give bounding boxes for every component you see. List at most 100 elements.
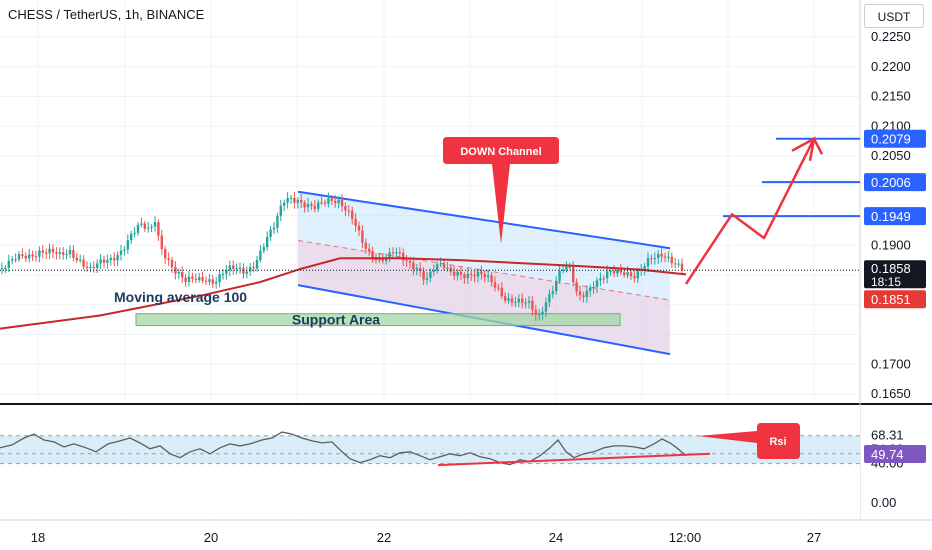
candle-body <box>429 271 432 278</box>
rsi-line <box>0 431 687 466</box>
candle-body <box>680 263 684 271</box>
candle-body <box>483 274 486 278</box>
candle-body <box>490 275 493 283</box>
candle-body <box>4 267 7 269</box>
target-price-tag <box>864 173 926 192</box>
candle-body <box>160 235 163 250</box>
candle-body <box>289 197 293 199</box>
candle-body <box>262 247 265 251</box>
candle-body <box>578 291 582 296</box>
candle-body <box>55 252 58 254</box>
candle-body <box>293 197 296 203</box>
candle-body <box>327 198 330 204</box>
candle-body <box>14 259 17 261</box>
candle-body <box>191 276 194 279</box>
candle-body <box>487 275 490 278</box>
candle-body <box>521 298 524 303</box>
candle-body <box>395 252 398 254</box>
candle-body <box>82 259 85 267</box>
currency-button[interactable]: USDT <box>864 4 924 28</box>
candle-body <box>177 271 180 274</box>
candle-body <box>674 263 677 265</box>
candle-body <box>456 271 459 276</box>
candle-body <box>361 230 364 243</box>
candle-body <box>415 268 418 270</box>
candle-body <box>340 199 344 207</box>
candle-body <box>572 266 575 283</box>
candle-body <box>558 271 561 281</box>
candle-body <box>381 257 384 262</box>
candle-body <box>167 258 170 260</box>
candle-body <box>126 240 129 250</box>
candle-body <box>510 298 514 303</box>
candle-body <box>548 294 551 303</box>
candle-body <box>657 253 660 259</box>
candle-body <box>89 266 92 268</box>
candle-body <box>364 242 367 249</box>
current-price-label: 0.1858 <box>871 261 911 276</box>
candle-body <box>153 222 157 227</box>
candle-body <box>351 210 354 219</box>
candle-body <box>235 268 238 270</box>
candle-body <box>446 267 449 269</box>
candle-body <box>283 202 286 206</box>
candle-body <box>7 260 10 268</box>
candle-body <box>133 232 136 234</box>
time-tick-label: 12:00 <box>669 530 702 545</box>
candle-body <box>582 295 585 298</box>
candle-body <box>113 257 116 261</box>
candle-body <box>286 198 289 203</box>
candle-body <box>633 276 636 279</box>
candle-body <box>323 202 327 204</box>
countdown-label: 18:15 <box>871 275 901 289</box>
candle-body <box>164 249 167 259</box>
candle-body <box>677 263 680 265</box>
candle-body <box>589 287 592 291</box>
candle-body <box>255 260 259 269</box>
candle-body <box>419 268 422 271</box>
candle-body <box>249 267 252 272</box>
candle-body <box>609 270 612 272</box>
candle-body <box>184 277 187 282</box>
price-tick-label: 0.1700 <box>871 356 911 371</box>
candle-body <box>238 267 242 269</box>
candle-body <box>670 256 673 264</box>
candle-body <box>629 272 633 277</box>
candle-body <box>38 250 41 257</box>
ma-line <box>0 257 687 330</box>
candle-body <box>34 256 38 258</box>
candle-body <box>623 272 626 276</box>
candle-body <box>62 252 65 255</box>
candle-body <box>204 280 208 282</box>
candle-body <box>334 200 337 204</box>
time-tick-label: 22 <box>377 530 391 545</box>
target-price-label: 0.2079 <box>871 132 911 147</box>
candle-body <box>357 225 361 231</box>
candle-body <box>551 291 554 295</box>
price-pane-bg <box>0 0 860 400</box>
candle-body <box>106 259 109 263</box>
candle-body <box>85 266 89 268</box>
rsi-band <box>0 435 860 464</box>
candle-body <box>232 265 235 269</box>
price-tick-label: 0.1900 <box>871 237 911 252</box>
candle-body <box>541 311 544 315</box>
candle-body <box>194 278 197 280</box>
time-tick-label: 27 <box>807 530 821 545</box>
rsi-tick-label: 68.31 <box>871 428 904 443</box>
down-channel-label: DOWN Channel <box>460 146 541 158</box>
ma-price-label: 0.1851 <box>871 292 911 307</box>
rsi-current-label: 49.74 <box>871 447 904 462</box>
candle-body <box>575 282 578 292</box>
candle-body <box>41 250 44 253</box>
target-price-tag <box>864 129 926 148</box>
candle-body <box>119 250 123 256</box>
candle-body <box>538 314 541 316</box>
candle-body <box>21 254 24 256</box>
candle-body <box>215 282 218 284</box>
candle-body <box>48 248 51 254</box>
support-area-box <box>135 313 621 327</box>
candle-body <box>344 206 347 211</box>
candle-body <box>606 271 609 279</box>
